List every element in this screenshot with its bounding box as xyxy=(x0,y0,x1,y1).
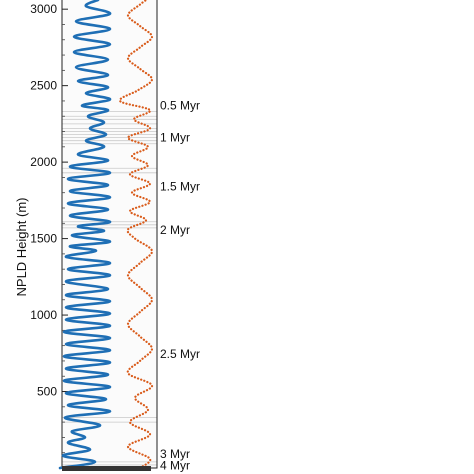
age-marker-label: 1 Myr xyxy=(160,131,190,145)
y-axis-title: NPLD Height (m) xyxy=(14,198,29,297)
y-tick-label: 500 xyxy=(37,385,57,399)
y-axis: 500 1000 1500 2000 2500 3000 xyxy=(30,2,68,454)
y-tick-label: 1000 xyxy=(30,308,57,322)
series-line-2 xyxy=(118,0,154,470)
age-marker-label: 4 Myr xyxy=(160,459,190,473)
y-tick-label: 3000 xyxy=(30,2,57,16)
age-marker-label: 3 Myr xyxy=(160,447,190,461)
y-tick-label: 1500 xyxy=(30,232,57,246)
age-marker-label: 2 Myr xyxy=(160,223,190,237)
age-marker-label: 2.5 Myr xyxy=(160,347,200,361)
age-marker-label: 0.5 Myr xyxy=(160,99,200,113)
series-layer xyxy=(58,0,154,470)
age-marker-label: 1.5 Myr xyxy=(160,180,200,194)
series-line-1 xyxy=(58,0,112,470)
y-tick-label: 2500 xyxy=(30,79,57,93)
bottom-strip xyxy=(62,466,151,471)
y-tick-label: 2000 xyxy=(30,155,57,169)
